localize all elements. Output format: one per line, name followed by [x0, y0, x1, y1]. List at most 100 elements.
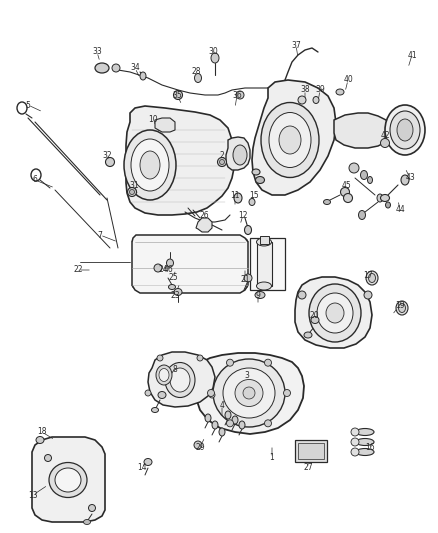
- Text: 8: 8: [173, 366, 177, 375]
- Ellipse shape: [366, 271, 378, 285]
- Text: 20: 20: [309, 311, 319, 319]
- Text: 16: 16: [365, 443, 375, 453]
- Ellipse shape: [205, 414, 211, 422]
- Text: 36: 36: [232, 91, 242, 100]
- Ellipse shape: [304, 332, 312, 338]
- Text: 42: 42: [380, 131, 390, 140]
- Ellipse shape: [166, 259, 173, 267]
- Ellipse shape: [213, 359, 285, 427]
- Polygon shape: [32, 437, 105, 522]
- Ellipse shape: [211, 53, 219, 63]
- Ellipse shape: [367, 176, 372, 183]
- Text: 27: 27: [303, 464, 313, 472]
- Ellipse shape: [381, 195, 389, 201]
- Text: 26: 26: [199, 211, 209, 220]
- Ellipse shape: [243, 387, 255, 399]
- Ellipse shape: [244, 274, 252, 282]
- Ellipse shape: [159, 368, 169, 382]
- Ellipse shape: [219, 428, 225, 436]
- Text: 37: 37: [291, 41, 301, 50]
- Ellipse shape: [364, 291, 372, 299]
- Ellipse shape: [399, 303, 406, 312]
- Ellipse shape: [244, 225, 251, 235]
- Ellipse shape: [298, 291, 306, 299]
- Text: 43: 43: [405, 174, 415, 182]
- Polygon shape: [196, 218, 212, 232]
- Ellipse shape: [234, 193, 242, 203]
- Ellipse shape: [223, 368, 275, 418]
- Text: 11: 11: [230, 190, 240, 199]
- Ellipse shape: [265, 359, 272, 366]
- Ellipse shape: [324, 199, 331, 205]
- Ellipse shape: [349, 163, 359, 173]
- Ellipse shape: [145, 390, 151, 396]
- Ellipse shape: [225, 411, 231, 419]
- Ellipse shape: [390, 111, 420, 149]
- Text: 29: 29: [195, 442, 205, 451]
- Text: 2: 2: [219, 150, 224, 159]
- Ellipse shape: [174, 288, 182, 295]
- Text: 39: 39: [315, 85, 325, 94]
- Text: 41: 41: [407, 51, 417, 60]
- Ellipse shape: [218, 157, 226, 166]
- Ellipse shape: [326, 303, 344, 323]
- Text: 45: 45: [342, 181, 352, 190]
- Ellipse shape: [226, 359, 233, 366]
- Ellipse shape: [385, 105, 425, 155]
- Ellipse shape: [351, 438, 359, 446]
- Ellipse shape: [257, 238, 272, 246]
- Ellipse shape: [336, 89, 344, 95]
- Ellipse shape: [173, 91, 183, 100]
- Text: 9: 9: [255, 290, 261, 300]
- Ellipse shape: [340, 188, 350, 197]
- Ellipse shape: [170, 368, 190, 392]
- Ellipse shape: [279, 126, 301, 154]
- Text: 23: 23: [170, 290, 180, 300]
- Ellipse shape: [130, 190, 134, 195]
- Ellipse shape: [396, 301, 408, 315]
- Text: 19: 19: [395, 301, 405, 310]
- Text: 34: 34: [130, 63, 140, 72]
- Text: 6: 6: [32, 175, 37, 184]
- Ellipse shape: [106, 157, 114, 166]
- Ellipse shape: [144, 458, 152, 465]
- Bar: [298, 443, 324, 459]
- Polygon shape: [252, 80, 336, 195]
- Text: 4: 4: [219, 400, 224, 409]
- Ellipse shape: [140, 151, 160, 179]
- Ellipse shape: [356, 448, 374, 456]
- Bar: [250, 238, 285, 290]
- Ellipse shape: [269, 112, 311, 167]
- Ellipse shape: [112, 64, 120, 72]
- Ellipse shape: [239, 421, 245, 429]
- Ellipse shape: [194, 74, 201, 83]
- Ellipse shape: [261, 102, 319, 177]
- Text: 44: 44: [395, 206, 405, 214]
- Ellipse shape: [257, 282, 272, 290]
- Text: 32: 32: [102, 150, 112, 159]
- Ellipse shape: [49, 463, 87, 497]
- Ellipse shape: [232, 416, 238, 424]
- Text: 5: 5: [25, 101, 30, 109]
- Text: 25: 25: [168, 272, 178, 281]
- Ellipse shape: [208, 390, 215, 397]
- Ellipse shape: [351, 448, 359, 456]
- Ellipse shape: [313, 96, 319, 103]
- Ellipse shape: [368, 273, 375, 282]
- Ellipse shape: [235, 379, 263, 407]
- Ellipse shape: [88, 505, 95, 512]
- Text: 7: 7: [98, 230, 102, 239]
- Ellipse shape: [212, 421, 218, 429]
- Ellipse shape: [385, 202, 391, 208]
- Ellipse shape: [156, 365, 172, 385]
- Text: 35: 35: [172, 91, 182, 100]
- Ellipse shape: [154, 264, 162, 272]
- Ellipse shape: [157, 355, 163, 361]
- Text: 31: 31: [129, 181, 139, 190]
- Text: 1: 1: [270, 454, 274, 463]
- Ellipse shape: [298, 96, 306, 104]
- Ellipse shape: [311, 317, 319, 324]
- Ellipse shape: [55, 468, 81, 492]
- Ellipse shape: [95, 63, 109, 73]
- Text: 24: 24: [158, 265, 168, 274]
